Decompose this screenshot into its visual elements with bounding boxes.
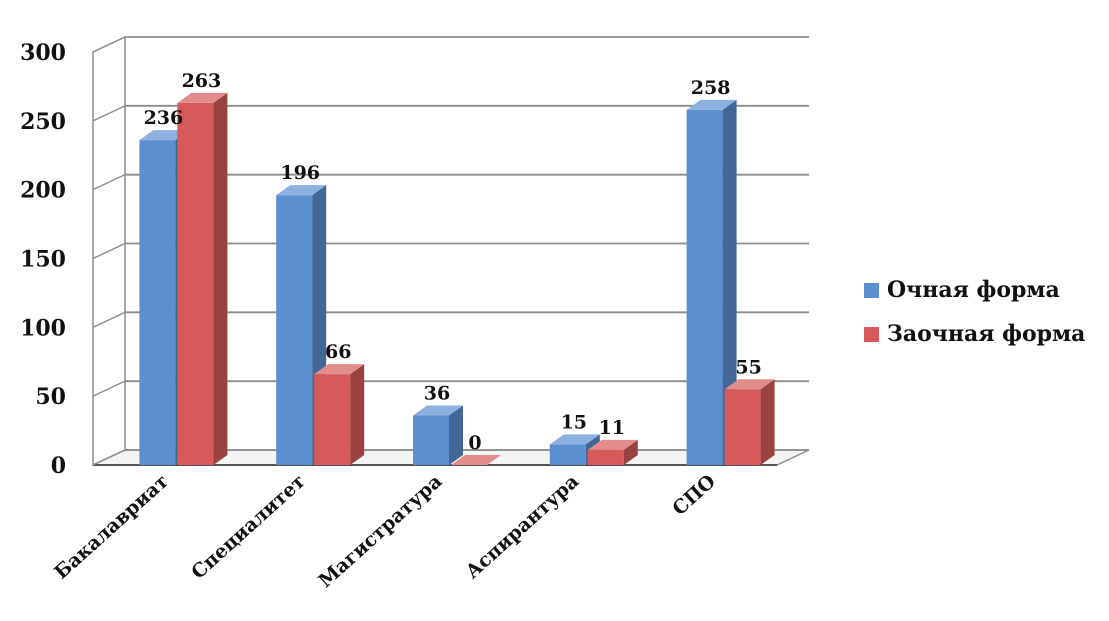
- y-tick-label: 200: [20, 178, 66, 204]
- bar-side: [449, 405, 463, 465]
- legend-item-series-2: Заочная форма: [864, 312, 1085, 356]
- data-label: 66: [325, 341, 351, 363]
- y-tick-label: 300: [20, 40, 66, 66]
- legend-label: Очная форма: [887, 277, 1060, 303]
- bar-side: [350, 364, 365, 465]
- gridline-side: [92, 242, 126, 260]
- bar: [314, 374, 351, 465]
- bar-side: [722, 99, 737, 465]
- y-tick-label: 250: [20, 109, 66, 135]
- bar-side: [623, 439, 638, 465]
- data-label: 263: [182, 70, 222, 92]
- legend: Очная форма Заочная форма: [864, 268, 1085, 356]
- bar-top: [549, 434, 600, 445]
- data-labels: 236 263 196 66 36 0 15 11 258 55: [144, 70, 762, 454]
- bar: [276, 195, 313, 465]
- bar-top: [276, 185, 327, 196]
- data-label: 196: [280, 162, 320, 184]
- bar-top: [587, 439, 638, 450]
- bars: [139, 92, 775, 465]
- bar: [587, 449, 624, 465]
- bar-top: [139, 130, 190, 141]
- category-label: Специалитет: [187, 470, 309, 583]
- legend-item-series-1: Очная форма: [864, 268, 1085, 312]
- bar: [549, 444, 586, 465]
- category-label: Бакалавриат: [50, 470, 172, 583]
- data-label: 0: [468, 432, 481, 454]
- bar: [413, 415, 449, 465]
- y-tick-label: 0: [51, 453, 66, 479]
- bar-side: [213, 92, 228, 465]
- gridline-side: [92, 449, 126, 466]
- bar: [686, 109, 723, 465]
- category-label: Магистратура: [315, 470, 447, 592]
- data-label: 55: [735, 356, 761, 378]
- bar-top: [413, 405, 463, 416]
- category-label: Аспирантура: [461, 470, 583, 583]
- bar-top: [724, 379, 775, 390]
- gridline-side: [92, 36, 126, 53]
- data-label: 258: [691, 77, 731, 99]
- legend-swatch: [864, 326, 879, 342]
- y-tick-label: 150: [20, 247, 66, 273]
- data-label: 36: [424, 382, 450, 404]
- bar: [139, 140, 176, 465]
- gridline-side: [92, 105, 126, 122]
- gridline-side: [92, 174, 126, 191]
- y-tick-label: 50: [35, 384, 66, 410]
- category-label: СПО: [668, 470, 720, 520]
- bar-top: [451, 455, 501, 465]
- gridline-side: [92, 380, 126, 397]
- y-axis-ticks: 0 50 100 150 200 250 300: [20, 40, 66, 479]
- bar-top: [177, 92, 228, 103]
- y-tick-label: 100: [20, 315, 66, 341]
- bar-top: [686, 99, 737, 110]
- bar-side: [760, 379, 775, 465]
- data-label: 236: [144, 107, 184, 129]
- legend-swatch: [864, 282, 879, 298]
- bar: [177, 102, 214, 465]
- legend-label: Заочная форма: [887, 321, 1086, 347]
- data-label: 11: [599, 417, 625, 439]
- gridline-side: [92, 311, 126, 328]
- bar-top: [314, 364, 365, 375]
- category-labels: Бакалавриат Специалитет Магистратура Аспира…: [50, 470, 720, 592]
- data-label: 15: [561, 411, 587, 433]
- bar: [724, 389, 761, 465]
